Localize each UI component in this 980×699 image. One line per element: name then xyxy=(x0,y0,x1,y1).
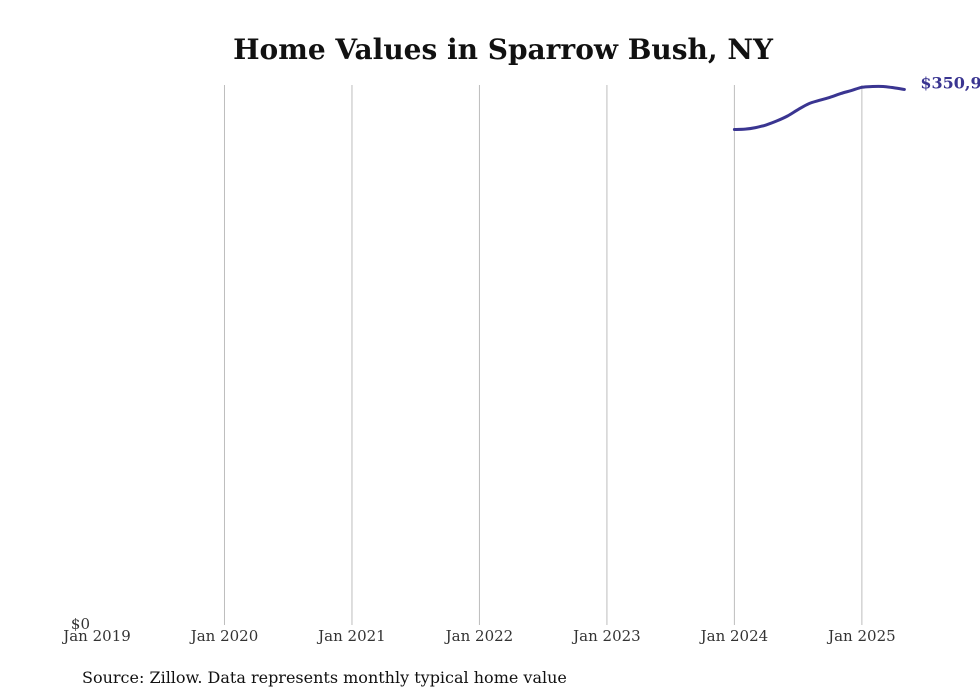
series-line xyxy=(732,84,906,131)
gridlines xyxy=(223,85,863,625)
x-tick-label: Jan 2021 xyxy=(316,627,386,645)
chart-title: Home Values in Sparrow Bush, NY xyxy=(233,33,774,66)
source-note: Source: Zillow. Data represents monthly … xyxy=(82,668,567,687)
y-axis-ticks: $0 xyxy=(71,615,90,633)
x-tick-label: Jan 2023 xyxy=(571,627,641,645)
x-tick-label: Jan 2024 xyxy=(699,627,769,645)
series-layer: $350,900 xyxy=(732,73,980,131)
x-tick-label: Jan 2020 xyxy=(189,627,259,645)
x-tick-label: Jan 2025 xyxy=(826,627,896,645)
end-value-label: $350,900 xyxy=(920,73,980,92)
x-tick-label: Jan 2022 xyxy=(444,627,514,645)
x-axis-ticks: Jan 2019 Jan 2020 Jan 2021 Jan 2022 Jan 2023… xyxy=(61,627,895,645)
x-tick-label: Jan 2019 xyxy=(61,627,131,645)
y-tick-label: $0 xyxy=(71,615,90,633)
